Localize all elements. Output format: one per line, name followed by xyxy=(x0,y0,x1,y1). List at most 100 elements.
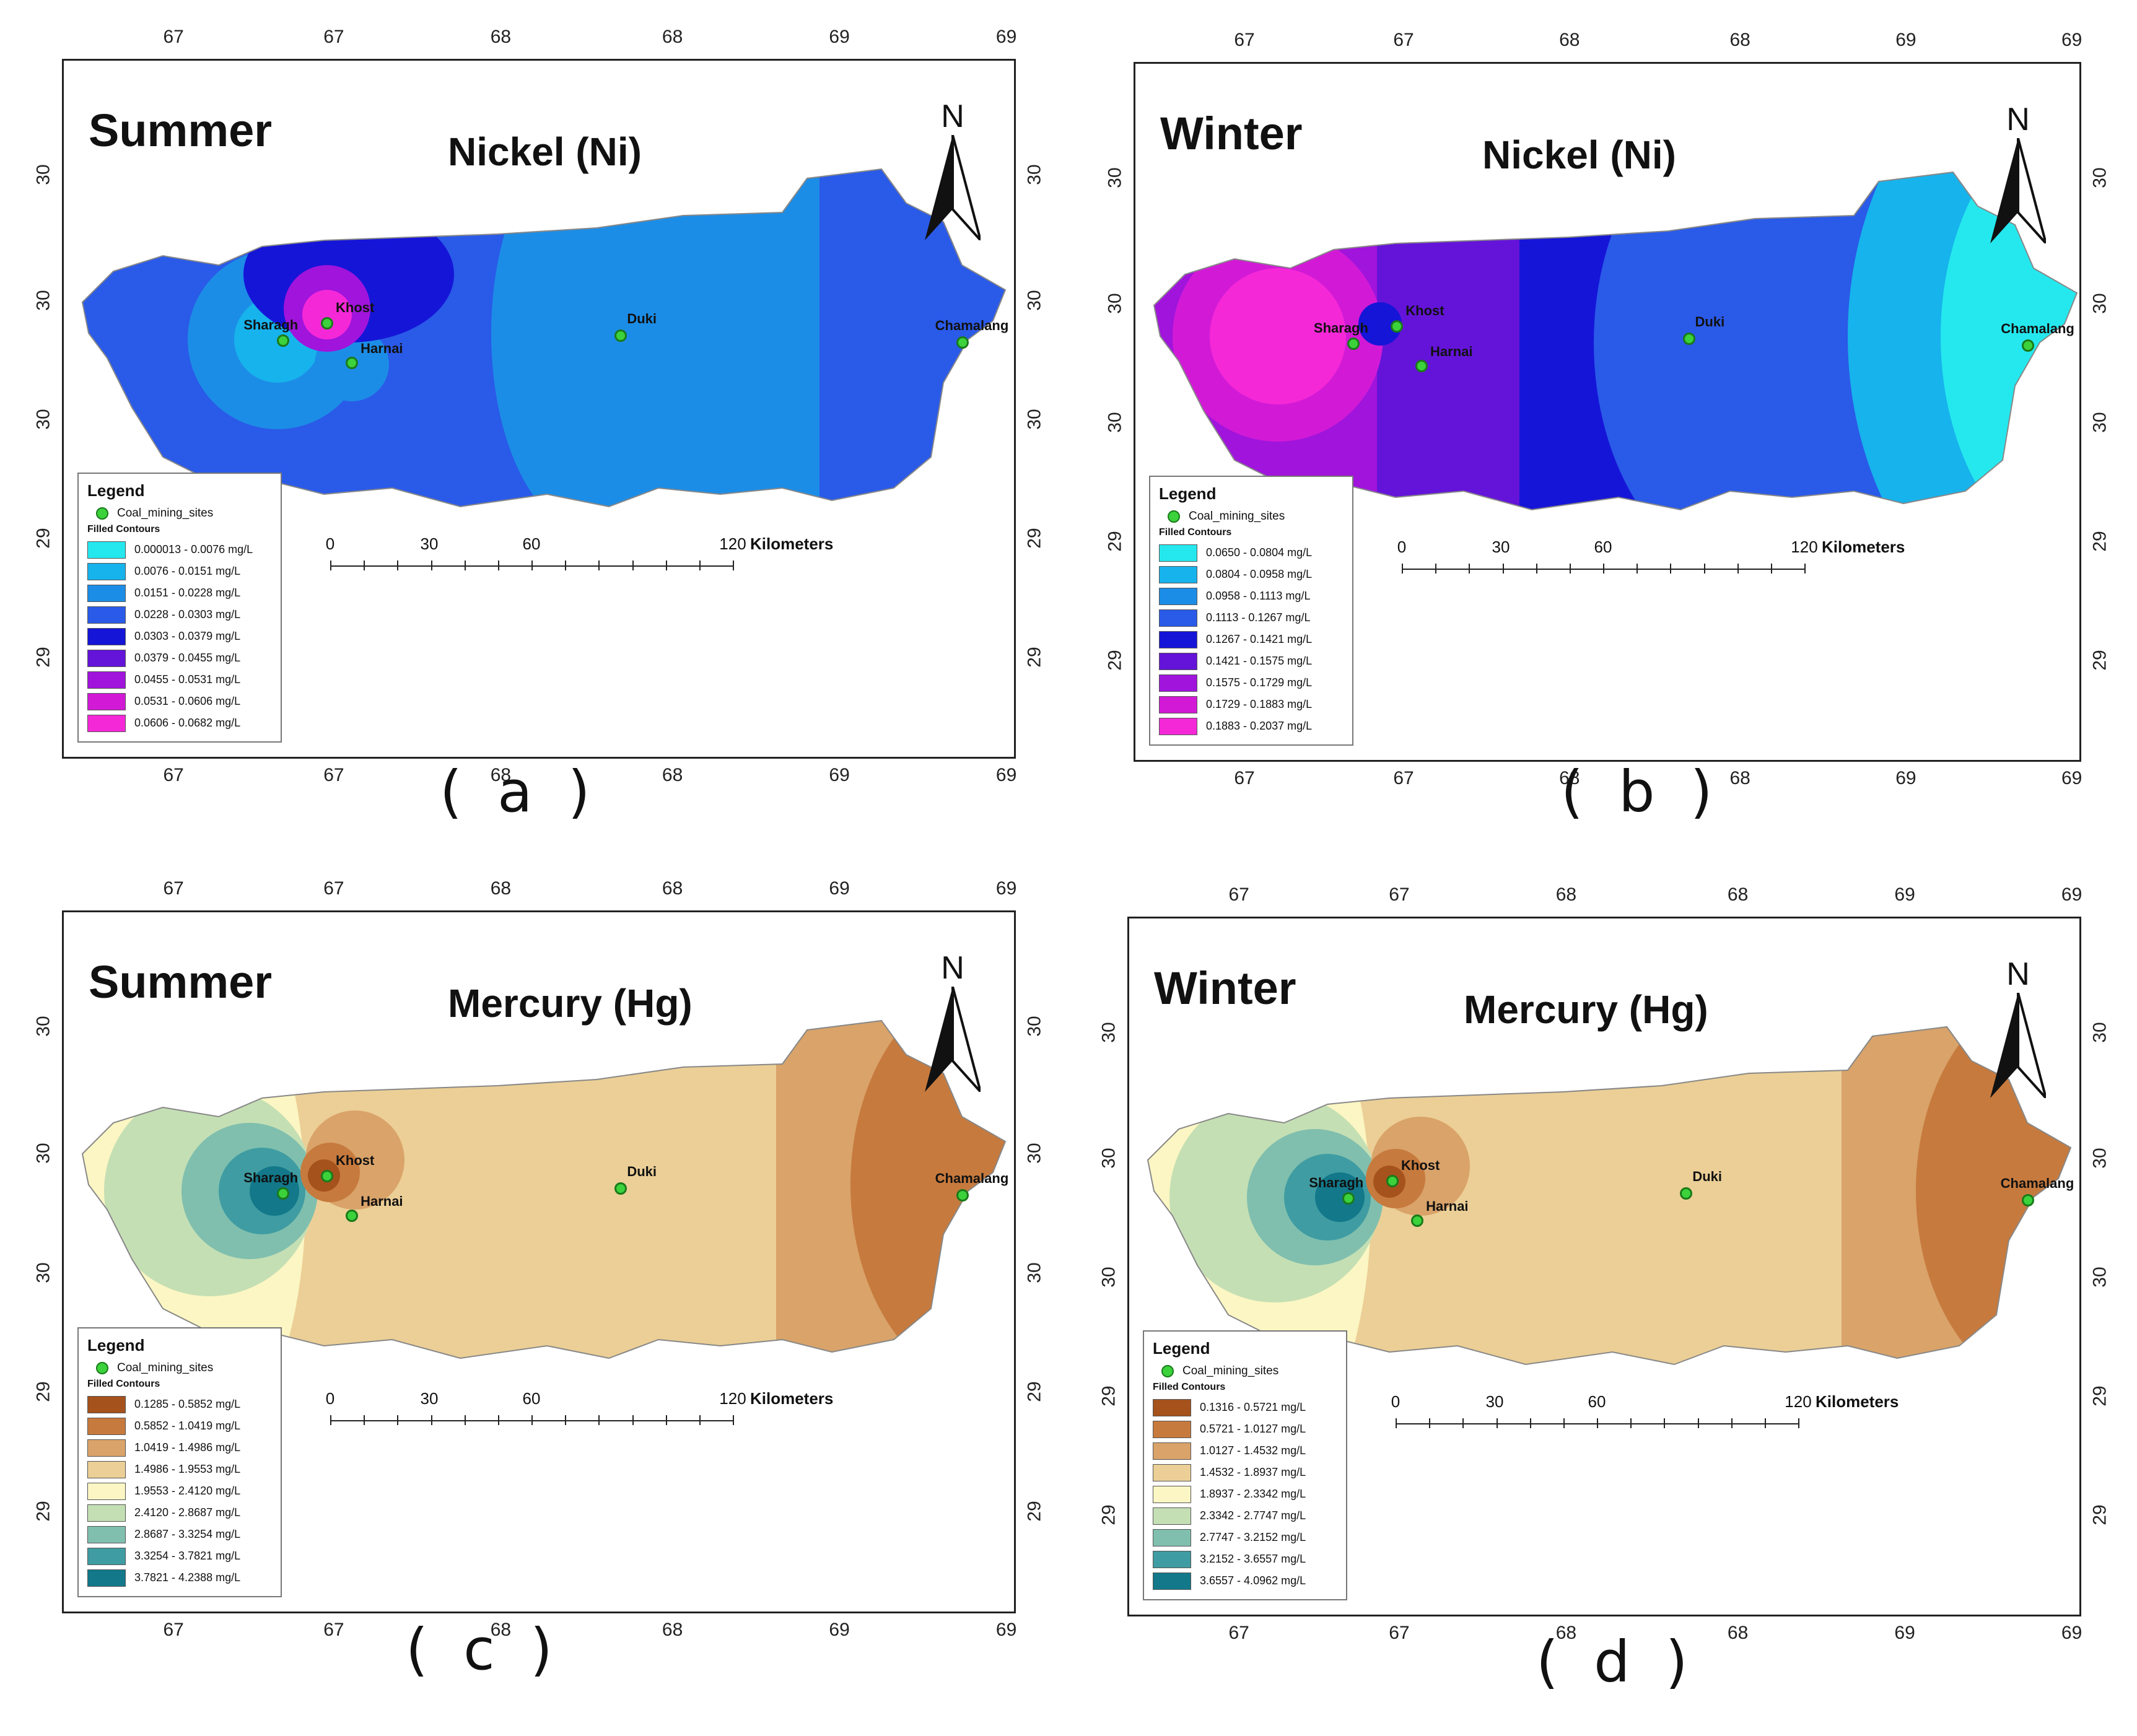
y-tick-right: 30 xyxy=(1024,1262,1045,1283)
legend-swatch xyxy=(1153,1485,1191,1503)
legend-row: 0.5721 - 1.0127 mg/L xyxy=(1153,1418,1337,1440)
y-tick-right: 30 xyxy=(1024,409,1045,430)
scale-tick xyxy=(1731,1418,1733,1428)
legend-swatch xyxy=(87,1482,126,1500)
scale-tick xyxy=(1462,1418,1464,1428)
scale-bar: 0 30 60 120 Kilometers xyxy=(326,534,833,584)
y-tick-left: 29 xyxy=(33,528,54,549)
legend-swatch xyxy=(1159,565,1197,583)
scale-tick xyxy=(1603,564,1604,574)
scale-label: 0 xyxy=(325,1389,335,1408)
scale-tick xyxy=(464,1415,466,1425)
legend-swatch xyxy=(87,692,126,710)
coal-site-icon xyxy=(1161,1365,1174,1377)
legend-row: 2.4120 - 2.8687 mg/L xyxy=(87,1502,272,1524)
y-tick-left: 29 xyxy=(1098,1504,1119,1525)
legend-range: 2.8687 - 3.3254 mg/L xyxy=(134,1528,241,1540)
site-marker xyxy=(277,1187,290,1200)
legend-swatch xyxy=(1153,1398,1191,1416)
y-tick-right: 29 xyxy=(2089,1504,2110,1525)
legend-sites-entry: Coal_mining_sites xyxy=(1168,510,1344,523)
metal-title: Nickel (Ni) xyxy=(448,129,642,174)
y-tick-right: 29 xyxy=(1024,1381,1045,1403)
north-arrow-icon xyxy=(925,987,981,1092)
scale-label: 30 xyxy=(420,1389,439,1408)
coal-site-icon xyxy=(96,507,108,520)
legend-range: 3.2152 - 3.6557 mg/L xyxy=(1200,1553,1306,1565)
legend-range: 0.0650 - 0.0804 mg/L xyxy=(1206,546,1313,559)
scale-tick xyxy=(1770,564,1772,574)
legend-range: 2.3342 - 2.7747 mg/L xyxy=(1200,1509,1306,1522)
legend-row: 0.5852 - 1.0419 mg/L xyxy=(87,1415,272,1437)
x-tick-top: 68 xyxy=(1559,30,1580,50)
legend-swatch xyxy=(1159,717,1197,735)
legend-range: 0.0228 - 0.0303 mg/L xyxy=(134,608,241,621)
north-arrow-icon xyxy=(925,135,981,240)
legend: Legend Coal_mining_sites Filled Contours 0.… xyxy=(77,473,282,743)
legend-row: 0.0958 - 0.1113 mg/L xyxy=(1159,585,1344,607)
legend-swatch xyxy=(1159,544,1197,562)
legend-swatch xyxy=(87,1569,126,1587)
metal-title: Nickel (Ni) xyxy=(1482,133,1676,177)
north-arrow-right xyxy=(2017,993,2046,1098)
x-tick-top: 67 xyxy=(323,27,344,47)
legend-row: 0.1113 - 0.1267 mg/L xyxy=(1159,607,1344,629)
y-tick-left: 30 xyxy=(1104,293,1125,314)
x-tick-bottom: 69 xyxy=(2061,1623,2082,1643)
scale-unit: Kilometers xyxy=(1816,1392,1899,1411)
scale-tick xyxy=(598,560,600,570)
legend-swatch xyxy=(1159,630,1197,648)
x-tick-top: 68 xyxy=(490,878,512,899)
site-label: Khost xyxy=(336,1152,375,1168)
legend-swatch xyxy=(1159,652,1197,670)
legend-range: 1.4986 - 1.9553 mg/L xyxy=(134,1463,241,1475)
y-tick-right: 30 xyxy=(2089,1148,2110,1169)
legend-swatch xyxy=(87,1395,126,1413)
legend-swatch xyxy=(87,1504,126,1522)
legend-swatch xyxy=(87,649,126,667)
north-arrow-right xyxy=(2017,138,2046,243)
scale-tick xyxy=(733,560,734,570)
x-tick-bottom: 67 xyxy=(163,765,184,785)
legend-title: Legend xyxy=(1153,1339,1210,1358)
contour-sharagh-core xyxy=(1210,268,1346,404)
map-panel-b: Winter Nickel (Ni) N Sharagh Khost Harnai Duki… xyxy=(1134,62,2081,762)
scale-label: 60 xyxy=(522,534,541,553)
scale-label: 30 xyxy=(420,534,439,553)
scale-tick xyxy=(1664,1418,1666,1428)
site-marker xyxy=(1411,1215,1424,1228)
legend-range: 3.6557 - 4.0962 mg/L xyxy=(1200,1574,1306,1587)
contour-map xyxy=(81,1019,1007,1359)
legend-row: 3.2152 - 3.6557 mg/L xyxy=(1153,1548,1337,1570)
legend-swatch xyxy=(1159,674,1197,692)
y-tick-right: 29 xyxy=(1024,1501,1045,1522)
scale-bar: 0 30 60 120 Kilometers xyxy=(1397,538,1905,587)
north-arrow-left xyxy=(925,987,953,1092)
y-tick-right: 30 xyxy=(1024,1142,1045,1164)
legend-row: 0.0151 - 0.0228 mg/L xyxy=(87,582,272,604)
legend-range: 0.000013 - 0.0076 mg/L xyxy=(134,543,253,556)
y-tick-right: 30 xyxy=(2089,167,2110,188)
legend-swatch xyxy=(1153,1420,1191,1438)
north-arrow-left xyxy=(925,135,953,240)
legend-swatch xyxy=(87,1525,126,1543)
legend-row: 1.4986 - 1.9553 mg/L xyxy=(87,1459,272,1480)
scale-tick xyxy=(1798,1418,1799,1428)
x-tick-top: 67 xyxy=(163,27,184,47)
legend-range: 0.0151 - 0.0228 mg/L xyxy=(134,587,241,599)
north-arrow-left xyxy=(1990,993,2018,1098)
season-title: Winter xyxy=(1154,962,1296,1014)
legend-swatch xyxy=(87,606,126,624)
scale-tick xyxy=(1670,564,1672,574)
site-marker xyxy=(321,1169,334,1182)
map-panel-c: Summer Mercury (Hg) N Sharagh Khost Harnai Duk… xyxy=(62,910,1016,1613)
legend: Legend Coal_mining_sites Filled Contours 0.… xyxy=(1149,476,1353,746)
legend-range: 0.0076 - 0.0151 mg/L xyxy=(134,565,241,577)
x-tick-bottom: 68 xyxy=(1729,768,1750,788)
legend-contours-label: Filled Contours xyxy=(87,1379,160,1389)
x-tick-bottom: 69 xyxy=(1895,768,1916,788)
legend-range: 0.1285 - 0.5852 mg/L xyxy=(134,1398,241,1410)
scale-tick xyxy=(1435,564,1437,574)
legend-range: 0.5721 - 1.0127 mg/L xyxy=(1200,1423,1306,1435)
